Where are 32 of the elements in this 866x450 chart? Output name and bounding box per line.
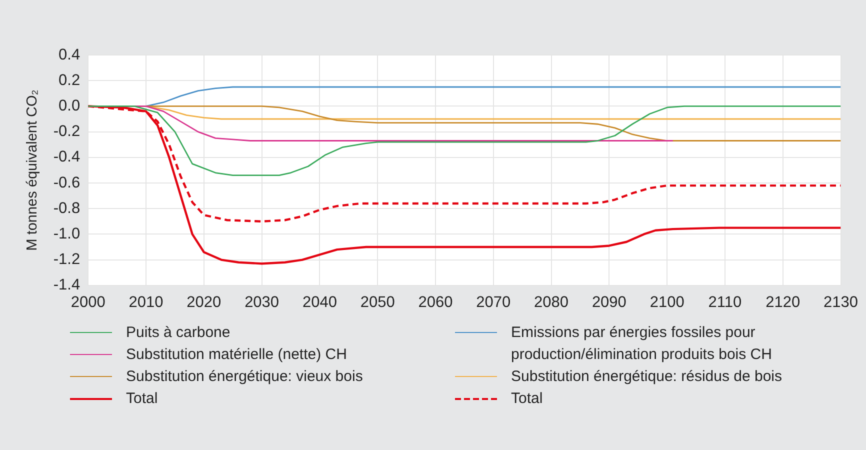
x-tick-label: 2110 xyxy=(708,294,742,311)
y-tick-label: -0.6 xyxy=(53,174,80,192)
y-tick-label: -0.4 xyxy=(53,148,80,166)
x-tick-label: 2130 xyxy=(824,294,858,311)
legend-label: Substitution énergétique: vieux bois xyxy=(126,367,363,387)
y-tick-label: -0.8 xyxy=(53,200,80,217)
y-tick-label: -0.2 xyxy=(53,123,80,140)
y-tick-label: -1.2 xyxy=(53,251,80,268)
y-tick-label: -1.0 xyxy=(53,225,80,242)
y-tick-label: 0.4 xyxy=(58,46,80,64)
x-tick-label: 2120 xyxy=(766,294,800,311)
x-tick-label: 2090 xyxy=(592,294,627,311)
x-tick-label: 2050 xyxy=(360,294,396,311)
x-tick-label: 2000 xyxy=(70,294,106,311)
x-tick-label: 2010 xyxy=(128,294,164,311)
y-tick-label: 0.2 xyxy=(58,72,80,89)
legend-label: Substitution matérielle (nette) CH xyxy=(126,345,347,365)
x-tick-label: 2080 xyxy=(534,294,569,311)
legend-label: Total xyxy=(511,389,543,409)
y-tick-label: 0.0 xyxy=(58,97,80,114)
x-tick-label: 2030 xyxy=(244,294,280,311)
legend-label: Substitution énergétique: résidus de bois xyxy=(511,367,782,387)
x-tick-label: 2070 xyxy=(476,294,511,311)
legend-label: Emissions par énergies fossiles pour production/élimination produits bois CH xyxy=(511,323,773,365)
y-axis-title: M tonnes équivalent CO₂ xyxy=(24,90,41,251)
x-tick-label: 2100 xyxy=(650,294,685,311)
x-tick-label: 2040 xyxy=(302,294,338,311)
y-tick-label: -1.4 xyxy=(53,276,80,294)
x-tick-label: 2060 xyxy=(418,294,454,311)
x-tick-label: 2020 xyxy=(186,294,222,311)
legend-label: Total xyxy=(126,389,158,409)
legend-label: Puits à carbone xyxy=(126,323,230,343)
